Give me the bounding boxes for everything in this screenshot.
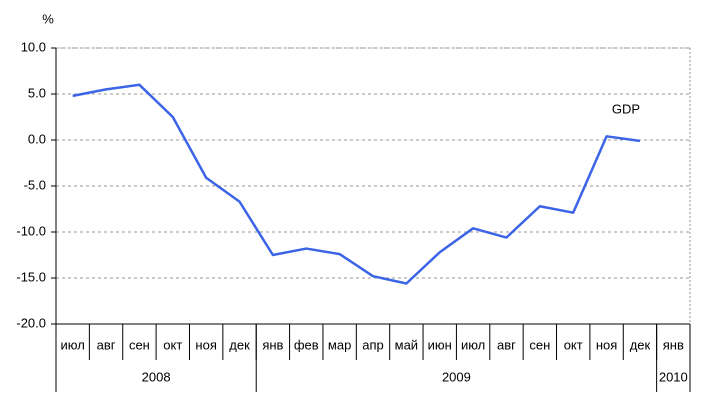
- x-tick-label: окт: [163, 337, 182, 352]
- year-label: 2008: [142, 369, 171, 384]
- y-tick-label: 10.0: [21, 39, 46, 54]
- x-tick-label: ноя: [195, 337, 216, 352]
- x-tick-label: сен: [129, 337, 150, 352]
- x-tick-label: июн: [428, 337, 452, 352]
- x-tick-label: сен: [529, 337, 550, 352]
- x-tick-label: фев: [294, 337, 319, 352]
- year-label: 2009: [442, 369, 471, 384]
- x-tick-label: янв: [663, 337, 684, 352]
- line: [72, 83, 641, 285]
- y-tick-label: -20.0: [16, 315, 46, 330]
- y-tick-label: -10.0: [16, 223, 46, 238]
- y-axis-label: %: [42, 11, 54, 26]
- x-tick-label: июл: [61, 337, 85, 352]
- x-tick-label: мар: [328, 337, 351, 352]
- x-tick-label: дек: [229, 337, 250, 352]
- y-tick-label: -15.0: [16, 269, 46, 284]
- y-tick-label: 0.0: [28, 131, 46, 146]
- x-tick-label: дек: [630, 337, 651, 352]
- series-label: GDP: [612, 101, 640, 116]
- y-tick-label: -5.0: [24, 177, 46, 192]
- x-tick-label: апр: [362, 337, 384, 352]
- x-tick-label: июл: [461, 337, 485, 352]
- x-tick-label: янв: [262, 337, 283, 352]
- x-tick-label: авг: [497, 337, 516, 352]
- x-tick-label: авг: [97, 337, 116, 352]
- x-tick-label: ноя: [596, 337, 617, 352]
- year-label: 2010: [659, 369, 688, 384]
- y-tick-label: 5.0: [28, 85, 46, 100]
- x-tick-label: май: [395, 337, 418, 352]
- x-tick-label: окт: [564, 337, 583, 352]
